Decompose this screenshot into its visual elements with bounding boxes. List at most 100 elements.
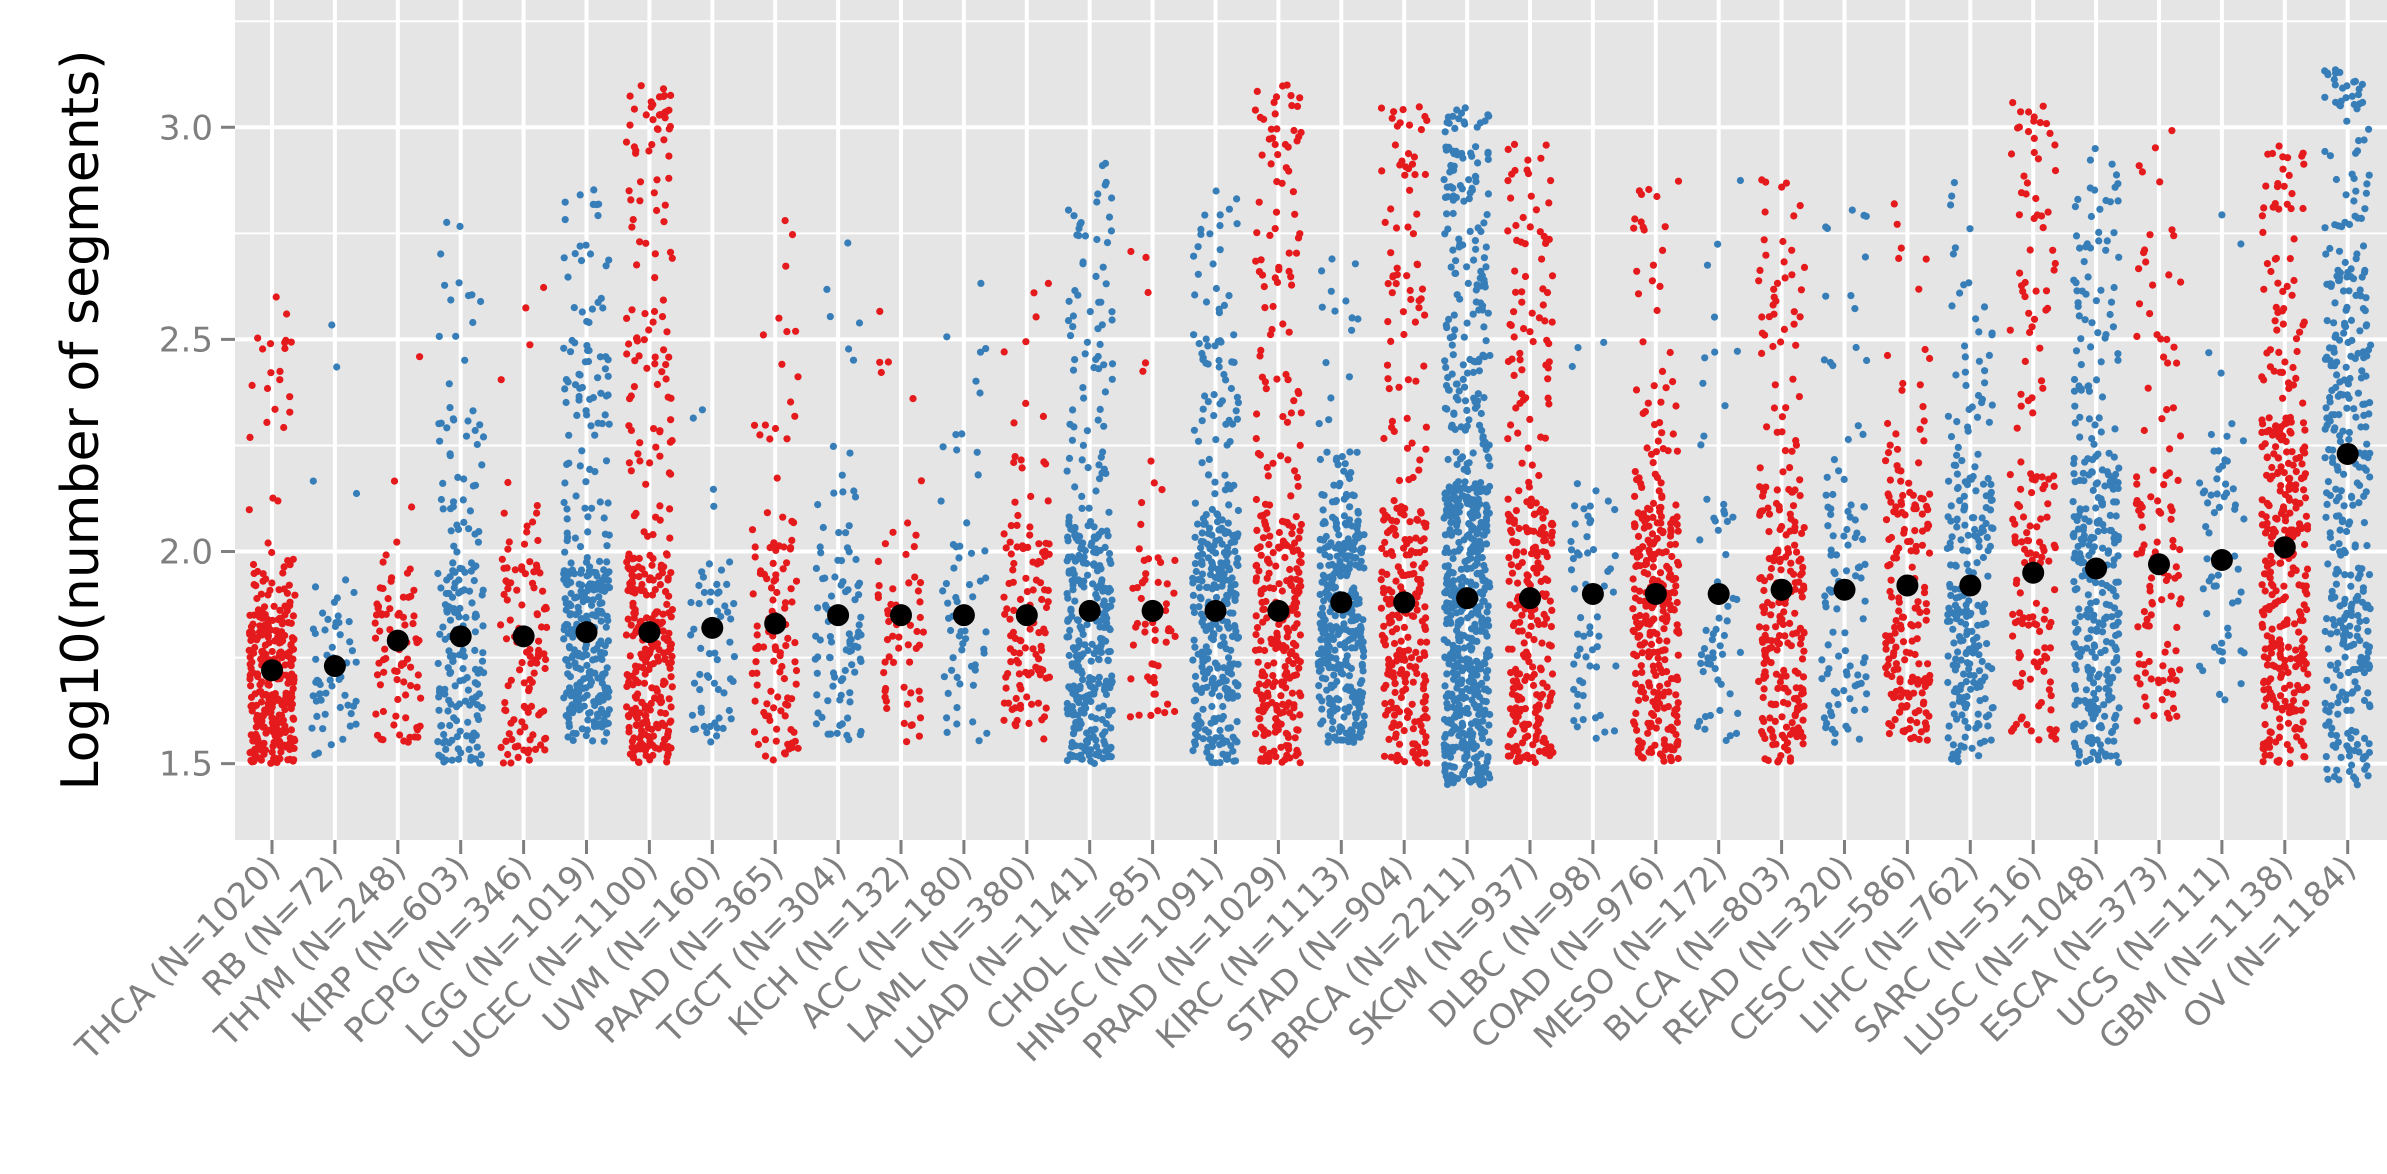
data-point: [1422, 733, 1430, 741]
data-point: [1452, 448, 1460, 456]
data-point: [944, 599, 952, 607]
data-point: [262, 575, 270, 583]
data-point: [632, 149, 640, 157]
data-point: [1029, 586, 1037, 594]
data-point: [414, 733, 422, 741]
data-point: [1534, 714, 1542, 722]
data-point: [1015, 670, 1024, 678]
data-point: [1199, 705, 1207, 713]
data-point: [855, 591, 863, 599]
data-point: [1234, 660, 1242, 668]
data-point: [1282, 742, 1290, 750]
data-point: [876, 358, 884, 366]
data-point: [1082, 704, 1090, 712]
data-point: [381, 645, 389, 653]
data-point: [761, 421, 770, 429]
data-point: [700, 588, 709, 597]
data-point: [1525, 658, 1533, 666]
data-point: [1137, 594, 1145, 603]
data-point: [723, 580, 731, 589]
data-point: [1540, 610, 1548, 619]
data-point: [854, 582, 862, 590]
data-point: [1271, 110, 1279, 118]
data-point: [766, 544, 774, 552]
data-point: [1316, 590, 1324, 599]
data-point: [1350, 554, 1358, 562]
data-point: [1415, 655, 1423, 663]
data-point: [291, 591, 299, 599]
data-point: [1105, 624, 1113, 633]
data-point: [1264, 692, 1272, 700]
data-point: [264, 539, 272, 547]
data-point: [851, 668, 859, 676]
data-point: [1215, 692, 1223, 700]
data-point: [1087, 746, 1095, 754]
data-point: [523, 522, 531, 530]
data-point: [1542, 141, 1550, 149]
data-point: [567, 559, 575, 567]
data-point: [1026, 523, 1034, 531]
data-point: [1518, 298, 1526, 306]
data-point: [822, 603, 830, 612]
data-point: [562, 376, 571, 384]
data-point: [1022, 574, 1030, 582]
data-point: [1017, 637, 1025, 645]
data-point: [953, 704, 961, 712]
data-point: [1604, 567, 1612, 576]
data-point: [1548, 539, 1556, 547]
data-point: [1281, 553, 1289, 562]
data-point: [630, 554, 638, 563]
data-point: [1545, 199, 1553, 207]
data-point: [1509, 727, 1517, 735]
data-point: [1512, 507, 1520, 515]
data-point: [1415, 304, 1423, 312]
data-point: [835, 529, 843, 537]
data-point: [1092, 545, 1100, 553]
data-point: [1293, 565, 1301, 573]
data-point: [403, 569, 412, 577]
data-point: [690, 679, 699, 687]
data-point: [1357, 557, 1365, 565]
data-point: [1649, 499, 1658, 507]
data-point: [1539, 548, 1547, 556]
data-point: [455, 279, 463, 287]
data-point: [1224, 622, 1232, 630]
data-point: [1420, 546, 1429, 554]
data-point: [1528, 674, 1536, 682]
data-point: [841, 666, 849, 675]
data-point: [1162, 600, 1170, 608]
data-point: [1092, 750, 1100, 759]
data-point: [1401, 171, 1409, 179]
point-group-13: [1063, 159, 1117, 768]
data-point: [1544, 394, 1552, 402]
data-point: [444, 707, 452, 715]
data-point: [1068, 662, 1077, 670]
data-point: [1233, 718, 1241, 726]
data-point: [1230, 331, 1238, 339]
data-point: [409, 620, 417, 628]
data-point: [461, 697, 469, 705]
data-point: [1518, 288, 1526, 296]
data-point: [573, 685, 581, 694]
data-point: [465, 587, 474, 595]
data-point: [1281, 663, 1289, 671]
data-point: [594, 374, 602, 382]
data-point: [520, 702, 528, 711]
data-point: [577, 257, 586, 265]
data-point: [847, 647, 856, 655]
data-point: [774, 693, 782, 701]
data-point: [1464, 279, 1472, 287]
data-point: [1064, 594, 1072, 602]
data-point: [1385, 385, 1393, 393]
data-point: [1471, 398, 1479, 406]
data-point: [1395, 740, 1404, 748]
data-point: [668, 652, 676, 661]
data-point: [1252, 257, 1260, 265]
data-point: [948, 666, 956, 674]
data-point: [1526, 328, 1534, 336]
data-point: [648, 591, 657, 599]
data-point: [1028, 700, 1036, 708]
data-point: [1010, 458, 1018, 467]
data-point: [830, 489, 838, 497]
data-point: [1511, 267, 1519, 275]
